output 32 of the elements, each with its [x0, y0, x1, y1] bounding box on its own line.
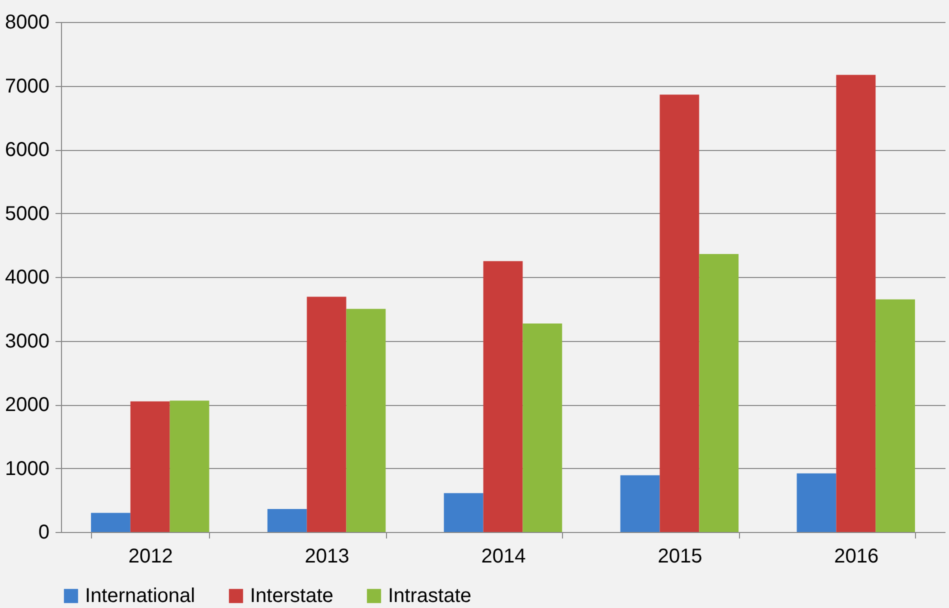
bar: [796, 473, 836, 532]
bar: [660, 94, 700, 532]
bar: [522, 324, 562, 532]
legend-label: Intrastate: [388, 585, 472, 607]
x-tick-label: 2015: [658, 546, 702, 568]
legend-label: International: [85, 585, 196, 607]
bar: [346, 308, 386, 532]
bar: [444, 493, 484, 532]
bar: [267, 509, 307, 532]
y-tick-label: 7000: [5, 75, 50, 98]
bar: [90, 512, 130, 532]
y-tick-label: 2000: [5, 394, 50, 416]
y-tick-label: 1000: [5, 458, 50, 480]
bar: [836, 74, 876, 532]
y-tick-label: 4000: [5, 266, 50, 288]
y-tick-label: 5000: [5, 202, 50, 225]
x-tick-label: 2016: [834, 546, 879, 568]
legend-label: Interstate: [250, 585, 334, 607]
bar: [170, 400, 210, 532]
bar: [483, 261, 523, 532]
y-tick-label: 0: [38, 522, 50, 544]
x-tick-label: 2013: [304, 546, 350, 568]
bar: [620, 475, 660, 532]
x-tick-label: 2012: [128, 546, 173, 568]
y-tick-label: 8000: [5, 12, 50, 34]
x-tick-label: 2014: [481, 546, 526, 568]
bar: [306, 296, 346, 532]
y-tick-label: 6000: [5, 139, 50, 161]
bar: [876, 299, 916, 532]
bar: [130, 401, 170, 532]
bar: [699, 254, 739, 532]
y-tick-label: 3000: [5, 330, 50, 352]
